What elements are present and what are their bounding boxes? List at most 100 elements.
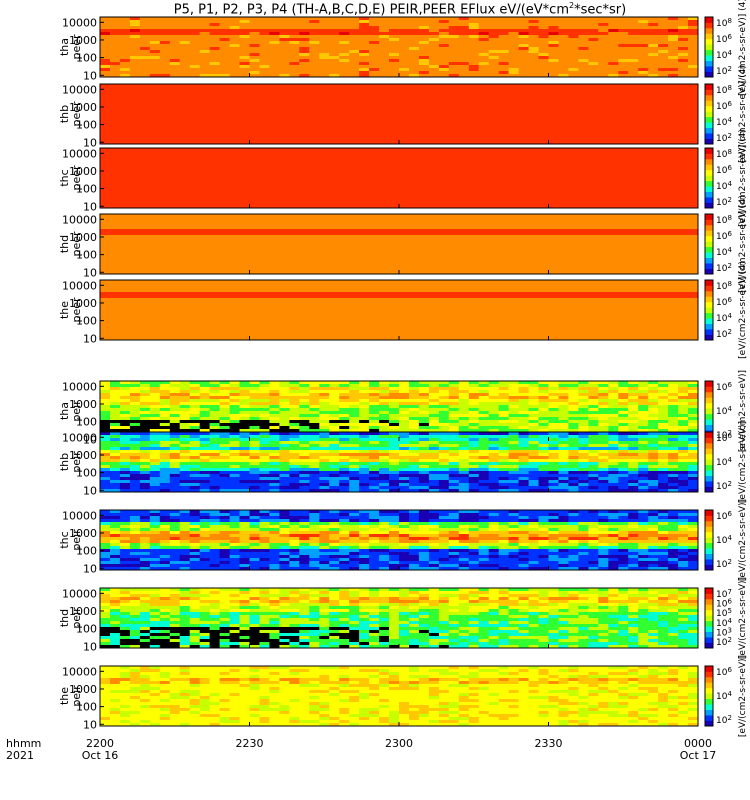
spectrogram-cell xyxy=(578,108,589,112)
spectrogram-cell xyxy=(229,59,240,63)
spectrogram-cell xyxy=(648,56,659,60)
spectrogram-cell xyxy=(428,214,440,218)
spectrogram-cell xyxy=(279,50,290,54)
spectrogram-cell xyxy=(428,96,440,100)
spectrogram-cell xyxy=(648,262,659,266)
spectrogram-cell xyxy=(648,141,659,145)
spectrogram-cell xyxy=(548,126,559,130)
spectrogram-cell xyxy=(468,74,480,78)
spectrogram-cell xyxy=(159,56,171,60)
spectrogram-cell xyxy=(598,41,609,45)
spectrogram-cell xyxy=(219,135,230,139)
spectrogram-cell xyxy=(289,132,300,136)
y-tick-label: 10000 xyxy=(62,83,97,96)
spectrogram-cell xyxy=(428,253,440,257)
spectrogram-cell xyxy=(309,141,320,145)
spectrogram-cell xyxy=(428,132,440,136)
spectrogram-cell xyxy=(249,87,260,91)
spectrogram-cell xyxy=(428,93,440,97)
spectrogram-cell xyxy=(518,117,529,121)
spectrogram-cell xyxy=(668,68,679,72)
spectrogram-cell xyxy=(199,226,211,230)
spectrogram-cell xyxy=(399,235,410,239)
spectrogram-cell xyxy=(538,126,549,130)
spectrogram-cell xyxy=(478,138,490,142)
spectrogram-cell xyxy=(199,265,211,269)
spectrogram-cell xyxy=(309,259,320,263)
spectrogram-cell xyxy=(319,41,330,45)
spectrogram-cell xyxy=(438,262,450,266)
spectrogram-cell xyxy=(249,129,260,133)
spectrogram-cell xyxy=(199,175,211,179)
spectrogram-cell xyxy=(339,205,350,209)
spectrogram-cell xyxy=(389,65,400,69)
spectrogram-cell xyxy=(289,193,300,197)
spectrogram-cell xyxy=(219,105,230,109)
spectrogram-cell xyxy=(369,26,380,30)
spectrogram-cell xyxy=(618,35,629,39)
spectrogram-cell xyxy=(149,196,161,200)
spectrogram-cell xyxy=(618,26,629,30)
spectrogram-cell xyxy=(269,169,280,173)
spectrogram-cell xyxy=(189,59,201,63)
spectrogram-cell xyxy=(149,135,161,139)
spectrogram-cell xyxy=(608,17,619,21)
spectrogram-cell xyxy=(608,41,619,45)
spectrogram-cell xyxy=(588,250,599,254)
spectrogram-cell xyxy=(678,141,689,145)
spectrogram-cell xyxy=(110,26,121,30)
spectrogram-cell xyxy=(399,105,410,109)
spectrogram-cell xyxy=(568,99,579,103)
spectrogram-cell xyxy=(349,262,360,266)
spectrogram-cell xyxy=(678,120,689,124)
spectrogram-cell xyxy=(329,253,340,257)
spectrogram-cell xyxy=(219,259,230,263)
spectrogram-cell xyxy=(458,175,470,179)
spectrogram-cell xyxy=(468,172,480,176)
spectrogram-cell xyxy=(518,29,529,33)
spectrogram-cell xyxy=(448,71,460,75)
spectrogram-cell xyxy=(110,280,121,284)
spectrogram-cell xyxy=(369,250,380,254)
spectrogram-cell xyxy=(418,38,430,42)
colorbar-segment xyxy=(705,38,713,45)
spectrogram-cell xyxy=(498,29,510,33)
spectrogram-cell xyxy=(538,111,549,115)
spectrogram-cell xyxy=(219,132,230,136)
spectrogram-cell xyxy=(269,193,280,197)
spectrogram-cell xyxy=(329,214,340,218)
spectrogram-cell xyxy=(668,223,679,227)
spectrogram-cell xyxy=(548,99,559,103)
spectrogram-cell xyxy=(448,190,460,194)
spectrogram-cell xyxy=(668,56,679,60)
spectrogram-cell xyxy=(359,172,370,176)
spectrogram-cell xyxy=(568,250,579,254)
spectrogram-cell xyxy=(189,196,201,200)
spectrogram-cell xyxy=(269,141,280,145)
spectrogram-cell xyxy=(329,87,340,91)
spectrogram-cell xyxy=(209,283,220,287)
spectrogram-cell xyxy=(110,90,121,94)
spectrogram-cell xyxy=(578,247,589,251)
spectrogram-cell xyxy=(199,141,211,145)
spectrogram-cell xyxy=(149,244,161,248)
spectrogram-cell xyxy=(299,105,310,109)
spectrogram-cell xyxy=(468,29,480,33)
spectrogram-cell xyxy=(269,178,280,182)
spectrogram-cell xyxy=(139,41,151,45)
spectrogram-cell xyxy=(478,259,490,263)
spectrogram-cell xyxy=(458,172,470,176)
spectrogram-cell xyxy=(418,196,430,200)
spectrogram-cell xyxy=(359,90,370,94)
spectrogram-cell xyxy=(558,163,569,167)
spectrogram-cell xyxy=(608,154,619,158)
spectrogram-cell xyxy=(428,175,440,179)
spectrogram-cell xyxy=(219,65,230,69)
spectrogram-cell xyxy=(618,74,629,78)
spectrogram-cell xyxy=(110,32,121,36)
spectrogram-cell xyxy=(458,157,470,161)
spectrogram-cell xyxy=(518,26,529,30)
spectrogram-cell xyxy=(468,247,480,251)
spectrogram-cell xyxy=(249,241,260,245)
